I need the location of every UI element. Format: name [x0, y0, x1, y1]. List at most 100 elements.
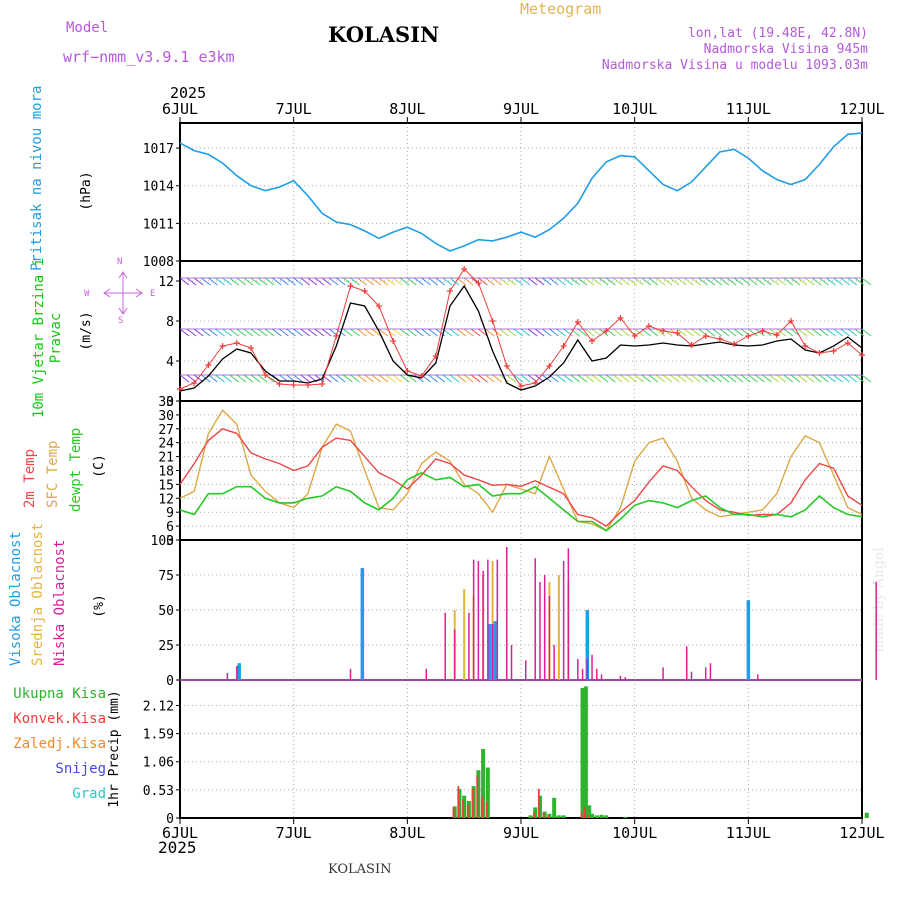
wind-barb	[811, 277, 822, 286]
wind-barb	[556, 277, 566, 286]
wind-barb	[691, 277, 701, 286]
precip-conv-bar	[533, 812, 536, 818]
precip-legend-snow: Snijeg	[55, 761, 106, 777]
model-name: wrf−nmm_v3.9.1 e3km	[63, 48, 235, 66]
wind-barb	[712, 328, 723, 337]
wind-barb	[286, 328, 296, 337]
cloud-bar	[510, 645, 513, 680]
wind-barb	[620, 374, 630, 383]
wind-barb	[506, 277, 517, 286]
wind-barb	[726, 374, 737, 383]
wind-barb	[634, 374, 644, 383]
wind-barb	[854, 328, 865, 337]
y-tick-label: 1014	[143, 180, 174, 195]
wind-barb	[605, 374, 616, 383]
wind-barb	[620, 277, 630, 286]
cloud-bar	[477, 561, 480, 680]
precip-legend-hail: Grad	[72, 786, 106, 802]
wind-barb	[449, 328, 460, 337]
cloud-bar	[487, 559, 489, 680]
cloud-bar	[704, 667, 707, 680]
gust-line	[179, 268, 863, 390]
compass-w: W	[84, 289, 90, 299]
wind-barb	[257, 328, 268, 337]
cloud-bar	[237, 663, 241, 680]
precip-total-bar	[471, 786, 476, 818]
wind-barb	[726, 277, 737, 286]
cloud-bar	[539, 582, 541, 680]
cloud-bar	[425, 668, 428, 680]
y-tick-label: 15	[158, 478, 174, 493]
wind-barb	[563, 374, 573, 383]
wind-barb	[456, 328, 467, 337]
precip-conv-bar	[587, 815, 589, 818]
wind-barb	[719, 374, 730, 383]
y-tick-label: 6	[166, 520, 174, 535]
wind-barb	[627, 277, 637, 286]
wind-barb	[833, 277, 843, 286]
wind-barb	[264, 277, 275, 286]
wind-barb	[186, 277, 197, 286]
wind-barb	[669, 277, 680, 286]
cloud-bar	[757, 674, 759, 680]
wind-barb	[740, 374, 751, 383]
wind-barb	[215, 277, 225, 286]
precip-total-bar	[485, 767, 490, 818]
wind-barb	[300, 277, 311, 286]
wind-barb	[520, 328, 531, 337]
precip-conv-bar	[547, 815, 550, 818]
wind-barb	[414, 328, 424, 337]
wind-barb	[456, 374, 467, 383]
wind-speed-line	[179, 284, 863, 392]
wind-barb	[854, 277, 865, 286]
y-tick-label: 1.59	[143, 728, 174, 743]
cloud-bar	[453, 629, 456, 680]
precip-total-bar	[462, 795, 467, 818]
precip-conv-bar	[476, 775, 479, 818]
wind-barb	[279, 328, 289, 337]
precip-total-bar	[481, 749, 486, 818]
wind-barb	[243, 277, 254, 286]
wind-barb	[478, 374, 488, 383]
precip-conv-bar	[471, 788, 474, 818]
wind-barb	[272, 328, 282, 337]
cloud-bar	[468, 612, 470, 680]
precip-total-bar	[864, 812, 869, 818]
wind-barb	[399, 328, 410, 337]
wind-barb	[421, 277, 431, 286]
wind-barb	[222, 374, 232, 383]
precip-total-bar	[599, 814, 604, 818]
wind-barb	[613, 277, 623, 286]
wind-barb	[286, 277, 296, 286]
sfc-temp-line	[179, 409, 863, 532]
wind-barb	[478, 277, 488, 286]
cloud-bar	[488, 624, 492, 680]
elevation-text: Nadmorska Visina 945m	[703, 42, 868, 57]
wind-barb	[350, 328, 360, 337]
wind-barb	[179, 277, 190, 286]
wind-barb	[385, 374, 396, 383]
wind-barb	[676, 277, 687, 286]
wind-barb	[272, 277, 282, 286]
cloud-bar	[496, 559, 499, 680]
wind-barb	[776, 277, 787, 286]
wind-barb	[520, 277, 531, 286]
cloud-bar	[493, 621, 497, 680]
precip-total-bar	[466, 801, 471, 818]
wind-barb	[193, 328, 204, 337]
precip-total-bar	[594, 815, 599, 818]
y-tick-label: 50	[158, 604, 174, 619]
wind-barb	[527, 328, 538, 337]
wind-barb	[819, 328, 829, 337]
y-tick-label: 0	[166, 812, 174, 827]
precip-total-bar	[452, 806, 457, 818]
wind-barb	[591, 277, 602, 286]
wind-barb	[641, 374, 652, 383]
wind-barb	[591, 328, 602, 337]
y-tick-label: 21	[158, 451, 174, 466]
wind-barb	[300, 328, 311, 337]
cloud-bar	[562, 561, 565, 680]
pressure-line	[179, 132, 863, 252]
y-tick-label: 8	[166, 315, 174, 330]
wind-barb	[804, 374, 815, 383]
